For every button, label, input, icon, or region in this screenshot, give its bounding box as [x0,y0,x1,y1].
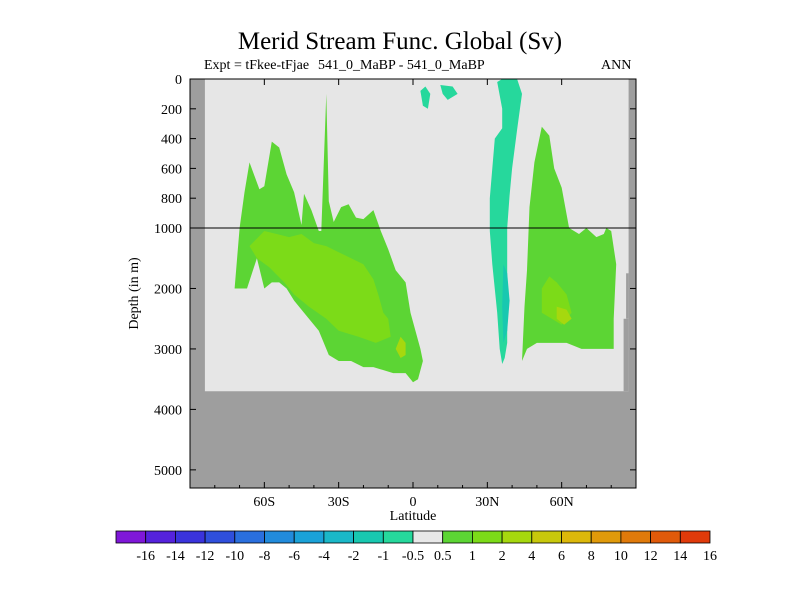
colorbar-label: -0.5 [402,549,424,564]
x-tick-label: 60N [550,495,574,510]
colorbar-swatch [650,530,681,544]
colorbar-swatch [471,530,503,544]
colorbar-label: 10 [614,549,628,564]
land-mask-land-east-step [623,318,629,392]
colorbar-swatch [590,530,622,544]
y-tick-label: 600 [161,162,182,177]
y-tick-label: 3000 [154,343,182,358]
y-tick-label: 0 [175,73,182,88]
chart-title: Merid Stream Func. Global (Sv) [237,28,563,55]
contour-region-north-negative-cell [489,79,522,364]
y-tick-label: 1000 [154,222,182,237]
colorbar-swatch [115,530,147,544]
colorbar-swatch [293,530,325,544]
colorbar-label: 2 [499,549,506,564]
colorbar-label: -16 [136,549,155,564]
colorbar-label: -6 [288,549,300,564]
colorbar-swatch [204,530,236,544]
colorbar-swatch [353,530,384,544]
colorbar-swatch [531,530,562,544]
colorbar-swatch [620,530,652,544]
colorbar-swatch [412,530,444,544]
colorbar-label: 4 [528,549,535,564]
contour-region-south-core-1 [249,231,391,343]
colorbar-label: -12 [196,549,215,564]
colorbar-label: 0.5 [434,549,452,564]
land-mask-land-east [628,79,636,488]
colorbar-label: 1 [469,549,476,564]
colorbar-swatch [442,530,473,544]
colorbar-label: -8 [259,549,271,564]
colorbar-swatch [323,530,354,544]
colorbar-swatch [264,530,295,544]
contour-region-north-negative-core [502,264,510,343]
x-tick-label: 30S [328,495,350,510]
x-tick-label: 0 [410,495,417,510]
colorbar-label: 8 [588,549,595,564]
contour-region-equatorial-blob-1 [420,86,431,109]
colorbar-label: -10 [225,549,244,564]
colorbar-swatch [234,530,265,544]
colorbar-swatch [382,530,414,544]
colorbar-label: -4 [318,549,330,564]
colorbar-swatch [501,530,533,544]
y-tick-label: 4000 [154,403,182,418]
season-label: ANN [601,58,632,73]
experiment-label: Expt = tFkee-tFjae [204,58,310,73]
y-tick-label: 2000 [154,282,182,297]
colorbar-label: -14 [166,549,185,564]
colorbar-label: -2 [348,549,360,564]
run-difference-label: 541_0_MaBP - 541_0_MaBP [318,58,485,73]
contour-region-equatorial-blob-2 [440,85,458,100]
x-axis-label: Latitude [390,509,437,524]
land-mask-land-west [190,79,205,488]
colorbar-swatch [145,530,176,544]
y-tick-label: 5000 [154,464,182,479]
x-tick-label: 60S [253,495,275,510]
land-mask-land-east-step-2 [626,273,629,319]
colorbar-label: 16 [703,549,717,564]
y-tick-label: 400 [161,133,182,148]
x-tick-label: 30N [475,495,499,510]
colorbar-label: 12 [644,549,658,564]
colorbar-swatch [679,530,711,544]
land-mask-land-bottom [190,391,636,488]
colorbar-label: -1 [377,549,389,564]
colorbar-swatch [561,530,592,544]
colorbar-label: 6 [558,549,565,564]
contour-region-south-core-2 [395,336,406,358]
colorbar-swatch [174,530,206,544]
contour-region-north-core-2 [556,306,572,325]
y-tick-label: 200 [161,103,182,118]
y-tick-label: 800 [161,192,182,207]
y-axis-label: Depth (in m) [127,257,142,330]
colorbar-label: 14 [673,549,687,564]
